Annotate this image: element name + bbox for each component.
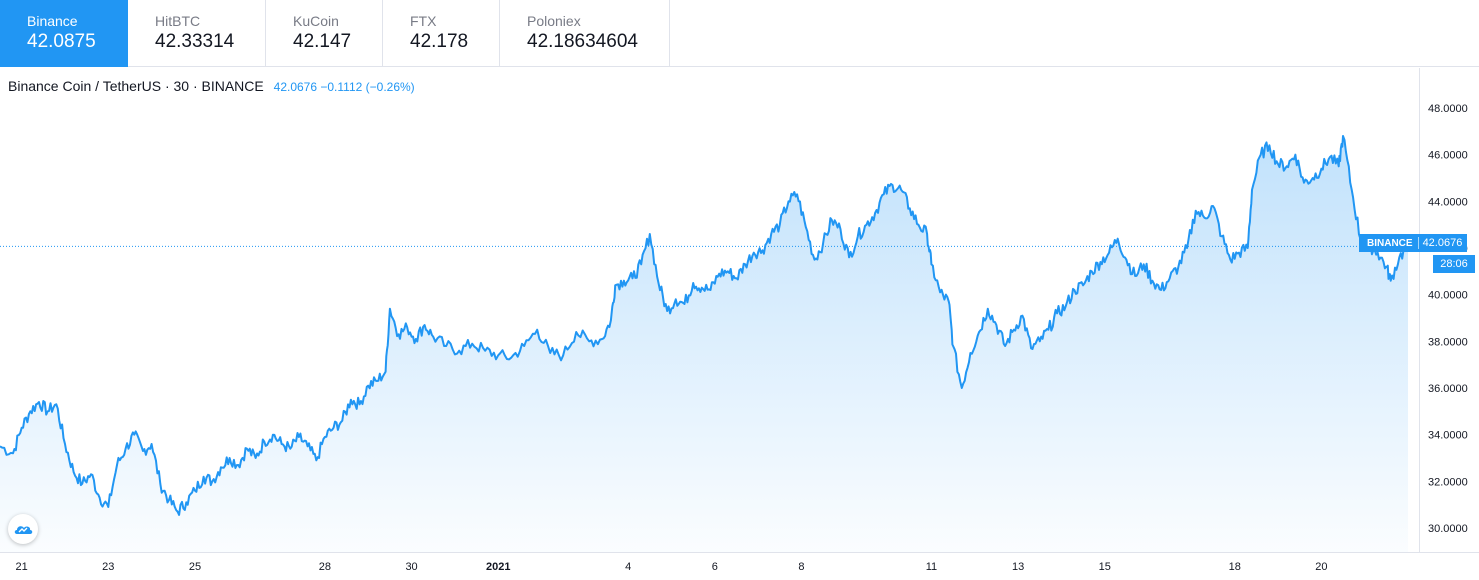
price-tick-label: 48.0000 — [1428, 103, 1468, 115]
legend-last: 42.0676 — [273, 80, 318, 94]
last-price-label: BINANCE 42.0676 — [1359, 234, 1468, 252]
legend-change-pct: (−0.26%) — [365, 80, 415, 94]
price-tick-label: 34.0000 — [1428, 430, 1468, 442]
time-tick-label: 20 — [1315, 561, 1327, 573]
price-tick-label: 46.0000 — [1428, 150, 1468, 162]
chart-legend[interactable]: Binance Coin / TetherUS · 30 · BINANCE 4… — [8, 78, 415, 95]
time-tick-label: 21 — [16, 561, 28, 573]
tradingview-logo-button[interactable] — [8, 514, 38, 544]
exchange-name: FTX — [410, 13, 437, 29]
exchange-tab-poloniex[interactable]: Poloniex 42.18634604 — [500, 0, 670, 67]
time-tick-label: 13 — [1012, 561, 1024, 573]
price-tick-label: 40.0000 — [1428, 290, 1468, 302]
price-tick-label: 44.0000 — [1428, 196, 1468, 208]
price-source: BINANCE — [1367, 238, 1413, 249]
exchange-tab-kucoin[interactable]: KuCoin 42.147 — [266, 0, 383, 67]
exchange-tab-ftx[interactable]: FTX 42.178 — [383, 0, 500, 67]
symbol-title[interactable]: Binance Coin / TetherUS · 30 · BINANCE — [8, 78, 264, 94]
time-tick-label: 30 — [405, 561, 417, 573]
exchange-price: 42.147 — [293, 31, 352, 52]
exchange-tab-binance[interactable]: Binance 42.0875 — [0, 0, 128, 67]
exchange-tab-hitbtc[interactable]: HitBTC 42.33314 — [128, 0, 266, 67]
time-tick-label: 8 — [798, 561, 804, 573]
price-tick-label: 30.0000 — [1428, 523, 1468, 535]
exchange-price: 42.18634604 — [527, 31, 638, 52]
exchange-bar: Binance 42.0875 HitBTC 42.33314 KuCoin 4… — [0, 0, 1479, 67]
time-tick-label: 28 — [319, 561, 331, 573]
exchange-name: Poloniex — [527, 13, 581, 29]
time-tick-label: 23 — [102, 561, 114, 573]
exchange-price: 42.178 — [410, 31, 469, 52]
time-tick-label: 11 — [926, 561, 937, 573]
price-line — [0, 135, 1409, 516]
time-axis: 21 23 25 28 30 2021 4 6 8 11 13 15 18 20 — [16, 561, 1328, 573]
price-chart[interactable]: 48.000046.000044.000042.000040.000038.00… — [0, 68, 1479, 580]
time-tick-label: 6 — [712, 561, 718, 573]
chart-area[interactable]: 48.000046.000044.000042.000040.000038.00… — [0, 68, 1479, 580]
exchange-price: 42.33314 — [155, 31, 235, 52]
legend-values: 42.0676 −0.1112 (−0.26%) — [274, 80, 415, 94]
time-tick-label: 15 — [1099, 561, 1111, 573]
time-tick-label: 25 — [189, 561, 201, 573]
bar-countdown: 28:06 — [1433, 255, 1475, 273]
price-area-fill — [0, 136, 1408, 552]
time-tick-label: 4 — [625, 561, 631, 573]
exchange-price: 42.0875 — [27, 31, 96, 52]
time-tick-label: 18 — [1229, 561, 1241, 573]
price-tick-label: 36.0000 — [1428, 383, 1468, 395]
price-value: 42.0676 — [1417, 237, 1468, 249]
time-tick-label: 2021 — [486, 561, 510, 573]
price-tick-label: 32.0000 — [1428, 476, 1468, 488]
legend-change: −0.1112 — [320, 80, 363, 94]
price-tick-label: 38.0000 — [1428, 336, 1468, 348]
exchange-name: Binance — [27, 13, 78, 29]
price-axis: 48.000046.000044.000042.000040.000038.00… — [1428, 103, 1468, 535]
exchange-name: KuCoin — [293, 13, 339, 29]
exchange-name: HitBTC — [155, 13, 201, 29]
tradingview-cloud-icon — [14, 526, 33, 534]
